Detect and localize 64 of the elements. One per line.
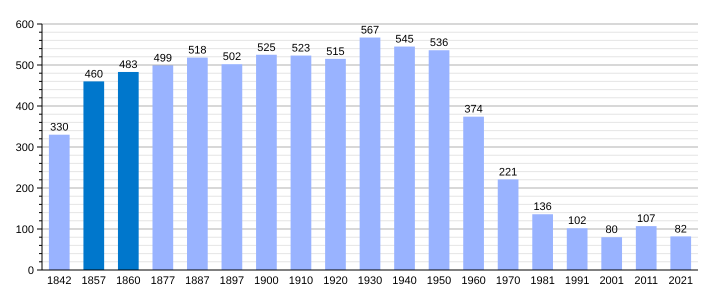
data-label: 536 xyxy=(430,37,448,50)
bar xyxy=(360,38,380,270)
x-tick-label: 1857 xyxy=(82,275,106,287)
data-label: 483 xyxy=(119,58,138,71)
x-tick-label: 1900 xyxy=(254,275,279,287)
y-tick-label: 200 xyxy=(16,182,34,195)
bar xyxy=(636,226,657,270)
x-tick-label: 1970 xyxy=(496,275,520,287)
data-label: 502 xyxy=(222,51,242,64)
y-tick-label: 100 xyxy=(16,224,34,236)
data-label: 518 xyxy=(188,44,207,57)
data-label: 460 xyxy=(84,68,103,80)
data-label: 545 xyxy=(395,34,414,46)
data-label: 221 xyxy=(498,166,518,178)
data-label: 499 xyxy=(154,52,172,64)
bar xyxy=(325,58,346,270)
x-tick-label: 1920 xyxy=(323,275,348,287)
y-tick-label: 300 xyxy=(16,142,34,154)
data-label: 102 xyxy=(568,215,586,228)
y-tick-label: 400 xyxy=(16,100,34,113)
bar xyxy=(532,214,553,270)
x-tick-label: 1897 xyxy=(220,275,244,287)
data-label: 107 xyxy=(637,213,656,226)
x-tick-label: 1960 xyxy=(461,275,486,287)
bar xyxy=(152,65,174,270)
x-tick-label: 2001 xyxy=(599,275,624,287)
x-tick-label: 1887 xyxy=(185,275,210,287)
bar xyxy=(83,81,104,270)
x-tick-label: 2011 xyxy=(634,275,658,287)
bar xyxy=(566,228,588,270)
data-label: 330 xyxy=(50,122,68,134)
x-tick-label: 1940 xyxy=(392,275,417,287)
bar xyxy=(498,179,518,270)
bar xyxy=(290,56,312,270)
data-label: 374 xyxy=(464,104,483,116)
y-tick-label: 600 xyxy=(16,18,34,31)
data-label: 515 xyxy=(326,46,345,58)
y-tick-label: 500 xyxy=(16,60,34,72)
data-label: 525 xyxy=(257,42,276,54)
x-tick-label: 1981 xyxy=(530,275,555,287)
x-tick-label: 2021 xyxy=(668,275,693,287)
x-tick-label: 1930 xyxy=(358,275,382,287)
data-label: 523 xyxy=(292,42,310,55)
bar xyxy=(118,72,139,270)
data-label: 567 xyxy=(360,24,380,37)
bar xyxy=(463,116,484,270)
x-tick-label: 1950 xyxy=(426,275,452,287)
data-label: 136 xyxy=(533,201,552,214)
data-label: 82 xyxy=(674,223,687,236)
bar xyxy=(394,46,415,270)
x-tick-label: 1860 xyxy=(116,275,141,287)
x-tick-label: 1991 xyxy=(564,275,590,287)
bar xyxy=(222,64,242,270)
bar xyxy=(48,134,70,270)
bar xyxy=(256,54,277,270)
x-tick-label: 1877 xyxy=(150,275,176,287)
bar xyxy=(428,50,450,270)
bar xyxy=(187,58,208,270)
data-label: 80 xyxy=(606,224,618,236)
bar xyxy=(670,236,692,270)
y-tick-label: 0 xyxy=(28,264,34,277)
x-tick-label: 1910 xyxy=(288,275,314,287)
x-tick-label: 1842 xyxy=(47,275,72,287)
bar xyxy=(601,237,622,270)
